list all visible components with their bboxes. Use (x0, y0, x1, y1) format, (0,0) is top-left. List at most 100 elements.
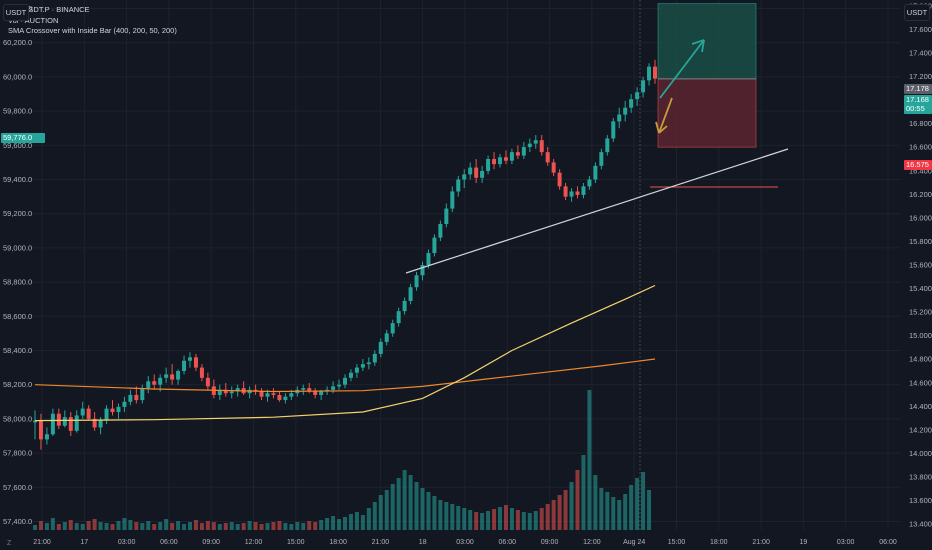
right-axis-label: 15.800 (909, 237, 932, 246)
candle-body (92, 418, 97, 428)
volume-bar (116, 521, 121, 530)
volume-bar (283, 523, 288, 530)
time-axis-label: 21:00 (33, 539, 51, 546)
candle-body (56, 413, 61, 426)
candle-body (152, 381, 157, 385)
candle-body (450, 191, 455, 209)
time-axis[interactable]: 21:00 17 03:00 06:00 09:00 12:00 15:00 18:00 21:… (33, 539, 897, 546)
volume-bar (62, 522, 67, 530)
stop-zone (657, 78, 757, 148)
candle-body (384, 333, 389, 342)
candle-body (414, 275, 419, 288)
left-axis-label: 57,800.0 (3, 449, 32, 458)
candle-body (438, 223, 443, 238)
volume-bar (414, 482, 419, 530)
volume-bar (271, 522, 276, 530)
volume-bar (265, 523, 270, 530)
volume-bar (229, 522, 234, 530)
right-price-axis[interactable]: 17.80017.60017.40017.20017.00016.80016.6… (909, 1, 932, 528)
candle-body (301, 388, 306, 390)
volume-bar (313, 522, 318, 530)
right-axis-label: 14.600 (909, 378, 932, 387)
volume-bar (420, 488, 425, 530)
candle-body (503, 157, 508, 161)
candle-body (331, 386, 336, 390)
right-axis-label: 15.400 (909, 284, 932, 293)
candle-body (420, 265, 425, 276)
volume-bar (438, 500, 443, 530)
volume-bar (295, 522, 300, 530)
symbol-label[interactable]: BTCUSDT.P · BINANCE (8, 5, 90, 14)
candle-body (277, 394, 282, 401)
left-axis-label: 58,800.0 (3, 278, 32, 287)
right-stop-badge-bg (904, 160, 932, 170)
volume-bar (635, 478, 640, 530)
right-axis-label: 14.000 (909, 449, 932, 458)
left-axis-label: 59,600.0 (3, 141, 32, 150)
volume-bar (348, 514, 353, 530)
time-axis-label: 09:00 (202, 539, 220, 546)
time-axis-label: 03:00 (456, 539, 474, 546)
sma-fast-line (34, 284, 656, 422)
volume-bar (390, 484, 395, 530)
candle-body (432, 237, 437, 254)
volume-bar (289, 524, 294, 530)
time-axis-label: 06:00 (879, 539, 897, 546)
candles[interactable] (33, 59, 657, 450)
left-axis-label: 59,000.0 (3, 243, 32, 252)
candle-body (605, 138, 610, 153)
indicator-label[interactable]: SMA Crossover with Inside Bar (400, 200,… (8, 26, 177, 35)
candle-body (140, 388, 145, 401)
volume-bar (641, 472, 646, 530)
time-axis-label: 19 (800, 539, 808, 546)
chart-legend: BTCUSDT.P · BINANCE Vol · AUCTION SMA Cr… (8, 5, 177, 37)
volume-bar (533, 511, 538, 530)
right-axis-label: 14.400 (909, 402, 932, 411)
left-currency-button[interactable]: USDT (3, 4, 29, 21)
volume-bar (164, 519, 169, 530)
time-axis-label: 18:00 (329, 539, 347, 546)
candle-body (199, 367, 204, 378)
candle-body (563, 186, 568, 197)
volume-bar (337, 519, 342, 530)
time-axis-label: Aug 24 (623, 539, 645, 546)
candle-body (354, 367, 359, 373)
candle-body (456, 179, 461, 192)
candle-body (587, 179, 592, 187)
candle-body (104, 408, 109, 421)
volume-bar (629, 485, 634, 530)
volume-label[interactable]: Vol · AUCTION (8, 15, 59, 25)
candle-body (158, 377, 163, 385)
timezone-icon[interactable]: Z (7, 540, 12, 547)
volume-bar (498, 507, 502, 530)
volume-bar (539, 508, 544, 530)
time-axis-label: 17 (80, 539, 88, 546)
candle-body (176, 371, 181, 380)
volume-bar (253, 522, 258, 530)
volume-bar (182, 524, 187, 530)
candle-body (182, 360, 187, 371)
time-axis-label: 15:00 (287, 539, 305, 546)
volume-bar (50, 518, 55, 530)
volume-bar (176, 521, 181, 530)
right-currency-button[interactable]: USDT (904, 4, 930, 21)
volume-bar (110, 524, 115, 530)
volume-bar (193, 520, 198, 530)
sma-slow-line (34, 358, 656, 393)
right-axis-label: 15.600 (909, 261, 932, 270)
risk-reward-zone[interactable] (650, 3, 778, 188)
volume-bar (509, 508, 514, 530)
left-axis-label: 58,600.0 (3, 312, 32, 321)
volume-bar (486, 511, 491, 530)
candle-body (86, 408, 91, 419)
time-axis-label: 12:00 (583, 539, 601, 546)
trendline (405, 148, 789, 274)
volume-bar (468, 510, 473, 530)
target-zone (657, 3, 757, 80)
left-axis-label: 59,200.0 (3, 209, 32, 218)
candle-body (313, 391, 318, 395)
right-axis-label: 13.400 (909, 520, 932, 529)
indicator-lines (34, 39, 789, 422)
